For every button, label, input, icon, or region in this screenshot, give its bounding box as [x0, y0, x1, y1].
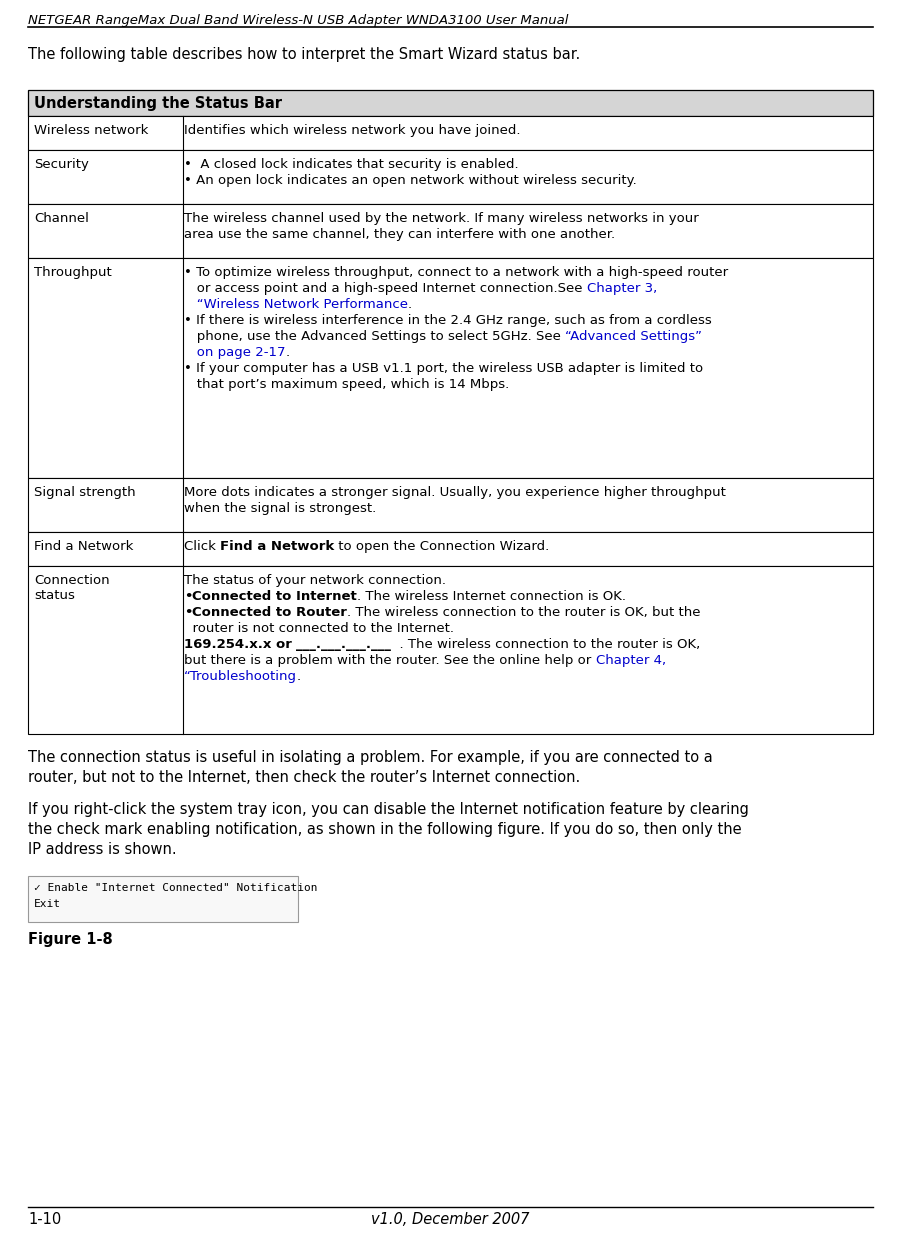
Text: .: . [408, 298, 412, 312]
Text: router, but not to the Internet, then check the router’s Internet connection.: router, but not to the Internet, then ch… [28, 770, 580, 785]
Text: Exit: Exit [34, 900, 61, 910]
Text: phone, use the Advanced Settings to select 5GHz. See: phone, use the Advanced Settings to sele… [184, 330, 565, 343]
Bar [28, 204, 873, 258]
Text: to open the Connection Wizard.: to open the Connection Wizard. [334, 540, 550, 553]
Text: ___.___.___.___: ___.___.___.___ [296, 638, 391, 650]
Text: . The wireless connection to the router is OK, but the: . The wireless connection to the router … [347, 606, 701, 619]
Text: If you right-click the system tray icon, you can disable the Internet notificati: If you right-click the system tray icon,… [28, 802, 749, 817]
Text: Find a Network: Find a Network [34, 540, 133, 553]
Text: .: . [286, 346, 289, 359]
Text: The status of your network connection.: The status of your network connection. [184, 574, 446, 587]
Text: . The wireless Internet connection is OK.: . The wireless Internet connection is OK… [357, 591, 626, 603]
Text: The connection status is useful in isolating a problem. For example, if you are : The connection status is useful in isola… [28, 750, 713, 765]
Text: 169.254.x.x or: 169.254.x.x or [184, 638, 296, 650]
Text: • If there is wireless interference in the 2.4 GHz range, such as from a cordles: • If there is wireless interference in t… [184, 314, 712, 326]
Text: router is not connected to the Internet.: router is not connected to the Internet. [184, 622, 454, 635]
Text: The following table describes how to interpret the Smart Wizard status bar.: The following table describes how to int… [28, 47, 580, 62]
Text: Click: Click [184, 540, 220, 553]
Text: on page 2-17: on page 2-17 [184, 346, 286, 359]
Bar [28, 90, 873, 116]
Text: “Wireless Network Performance: “Wireless Network Performance [184, 298, 408, 312]
Text: •: • [184, 591, 193, 603]
Text: when the signal is strongest.: when the signal is strongest. [184, 502, 377, 515]
Text: v1.0, December 2007: v1.0, December 2007 [371, 1212, 529, 1227]
Text: or access point and a high-speed Internet connection.See: or access point and a high-speed Interne… [184, 282, 587, 295]
Text: • An open lock indicates an open network without wireless security.: • An open lock indicates an open network… [184, 174, 637, 187]
Text: .: . [297, 670, 301, 683]
Bar [28, 150, 873, 204]
Bar [28, 478, 873, 532]
Text: Security: Security [34, 158, 89, 171]
Text: Channel: Channel [34, 212, 89, 226]
Text: • To optimize wireless throughput, connect to a network with a high-speed router: • To optimize wireless throughput, conne… [184, 265, 728, 279]
Text: . The wireless connection to the router is OK,: . The wireless connection to the router … [391, 638, 701, 650]
Text: •: • [184, 606, 193, 619]
Text: that port’s maximum speed, which is 14 Mbps.: that port’s maximum speed, which is 14 M… [184, 378, 509, 391]
Text: “Troubleshooting: “Troubleshooting [184, 670, 297, 683]
Text: ✓ Enable "Internet Connected" Notification: ✓ Enable "Internet Connected" Notificati… [34, 883, 317, 893]
Text: Chapter 3,: Chapter 3, [587, 282, 657, 295]
Text: The wireless channel used by the network. If many wireless networks in your: The wireless channel used by the network… [184, 212, 699, 226]
Text: Figure 1-8: Figure 1-8 [28, 932, 113, 947]
Text: Connected to Router: Connected to Router [193, 606, 347, 619]
Text: the check mark enabling notification, as shown in the following figure. If you d: the check mark enabling notification, as… [28, 822, 742, 837]
Text: 1-10: 1-10 [28, 1212, 61, 1227]
Bar [28, 532, 873, 566]
Text: Signal strength: Signal strength [34, 486, 136, 498]
Text: Throughput: Throughput [34, 265, 112, 279]
Text: Find a Network: Find a Network [220, 540, 334, 553]
Bar [28, 876, 298, 922]
Text: “Advanced Settings”: “Advanced Settings” [565, 330, 702, 343]
Text: Understanding the Status Bar: Understanding the Status Bar [34, 96, 282, 111]
Text: NETGEAR RangeMax Dual Band Wireless-N USB Adapter WNDA3100 User Manual: NETGEAR RangeMax Dual Band Wireless-N US… [28, 14, 569, 27]
Text: Connection
status: Connection status [34, 574, 110, 602]
Text: •  A closed lock indicates that security is enabled.: • A closed lock indicates that security … [184, 158, 519, 171]
Text: Chapter 4,: Chapter 4, [596, 654, 666, 667]
Text: area use the same channel, they can interfere with one another.: area use the same channel, they can inte… [184, 228, 615, 240]
Text: Wireless network: Wireless network [34, 125, 149, 137]
Text: • If your computer has a USB v1.1 port, the wireless USB adapter is limited to: • If your computer has a USB v1.1 port, … [184, 363, 703, 375]
Bar [28, 116, 873, 150]
Text: IP address is shown.: IP address is shown. [28, 842, 177, 857]
Text: More dots indicates a stronger signal. Usually, you experience higher throughput: More dots indicates a stronger signal. U… [184, 486, 726, 498]
Text: but there is a problem with the router. See the online help or: but there is a problem with the router. … [184, 654, 596, 667]
Text: Connected to Internet: Connected to Internet [193, 591, 357, 603]
Bar [28, 258, 873, 478]
Text: Identifies which wireless network you have joined.: Identifies which wireless network you ha… [184, 125, 521, 137]
Bar [28, 566, 873, 734]
